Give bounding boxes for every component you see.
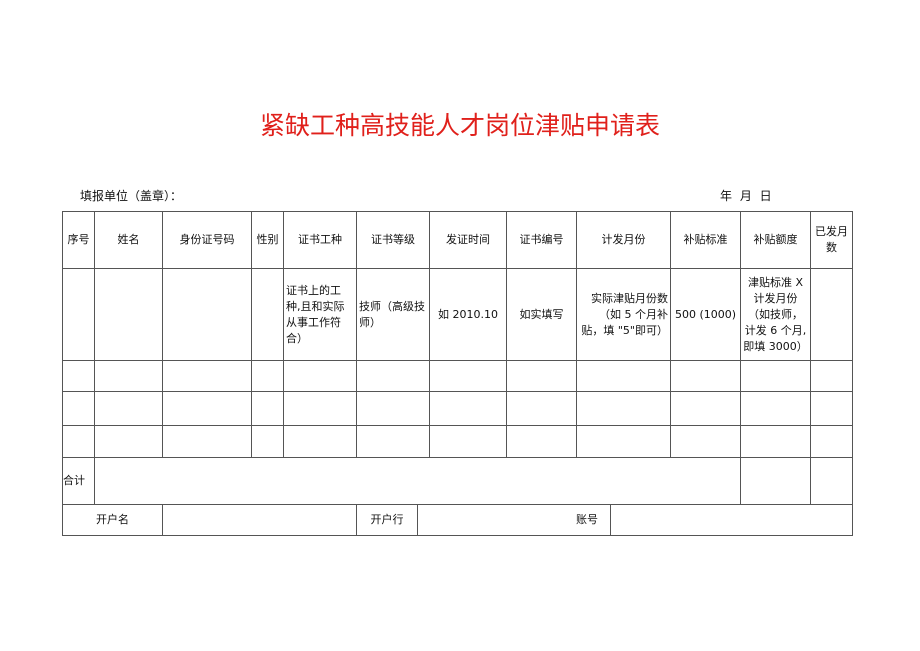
cell[interactable]	[62, 360, 95, 392]
table-row	[62, 425, 853, 458]
amount-hint: 津贴标准 X 计发月份（如技师，计发 6 个月,即填 3000）	[740, 268, 811, 361]
cert-no-hint: 如实填写	[506, 268, 577, 361]
cell[interactable]	[740, 360, 811, 392]
application-table: 序号 姓名 身份证号码 性别 证书工种 证书等级 发证时间 证书编号 计发月份 …	[62, 211, 853, 505]
header-cell: 性别	[251, 211, 284, 269]
cell[interactable]	[576, 360, 671, 392]
issue-date-hint: 如 2010.10	[429, 268, 507, 361]
cell[interactable]	[356, 360, 430, 392]
table-row	[62, 391, 853, 426]
cell[interactable]	[251, 268, 284, 361]
cell[interactable]	[283, 360, 357, 392]
total-row: 合计	[62, 457, 853, 505]
header-cell: 发证时间	[429, 211, 507, 269]
header-cell: 证书等级	[356, 211, 430, 269]
cell[interactable]	[162, 360, 252, 392]
form-title: 紧缺工种高技能人才岗位津贴申请表	[259, 111, 660, 140]
cell[interactable]	[740, 391, 811, 426]
header-cell: 姓名	[94, 211, 163, 269]
cert-level-hint: 技师（高级技师）	[356, 268, 430, 361]
cell[interactable]	[670, 425, 741, 458]
example-row: 证书上的工种,且和实际从事工作符合） 技师（高级技师） 如 2010.10 如实…	[62, 268, 853, 361]
cell[interactable]	[576, 391, 671, 426]
cell[interactable]	[506, 391, 577, 426]
cell[interactable]	[810, 268, 853, 361]
cell[interactable]	[251, 391, 284, 426]
bank-info-table: 开户名 开户行 账号	[62, 504, 853, 536]
cell[interactable]	[356, 425, 430, 458]
cell[interactable]	[429, 425, 507, 458]
total-cell[interactable]	[94, 457, 741, 505]
header-cell: 身份证号码	[162, 211, 252, 269]
months-hint: 实际津贴月份数（如 5 个月补贴，填 "5"即可）	[576, 268, 671, 361]
cell[interactable]	[162, 268, 252, 361]
cell[interactable]	[94, 391, 163, 426]
cell[interactable]	[429, 391, 507, 426]
cell[interactable]	[429, 360, 507, 392]
header-cell: 补贴标准	[670, 211, 741, 269]
cert-type-hint: 证书上的工种,且和实际从事工作符合）	[283, 268, 357, 361]
cell[interactable]	[356, 391, 430, 426]
cell[interactable]	[506, 360, 577, 392]
cell[interactable]	[283, 425, 357, 458]
standard-hint: 500 (1000)	[670, 268, 741, 361]
account-no-field[interactable]	[610, 504, 853, 536]
account-name-field[interactable]	[162, 504, 357, 536]
cell[interactable]	[62, 268, 95, 361]
cell[interactable]	[810, 391, 853, 426]
cell[interactable]	[810, 425, 853, 458]
reporting-unit-label: 填报单位（盖章）：	[80, 189, 183, 203]
cell[interactable]	[62, 425, 95, 458]
cell[interactable]	[810, 360, 853, 392]
cell[interactable]	[94, 360, 163, 392]
header-cell: 证书工种	[283, 211, 357, 269]
account-no-label: 账号	[417, 504, 611, 536]
total-months-cell[interactable]	[810, 457, 853, 505]
account-name-label: 开户名	[62, 504, 163, 536]
cell[interactable]	[283, 391, 357, 426]
cell[interactable]	[670, 391, 741, 426]
bank-label: 开户行	[356, 504, 418, 536]
cell[interactable]	[94, 268, 163, 361]
header-cell: 补贴额度	[740, 211, 811, 269]
total-amount-cell[interactable]	[740, 457, 811, 505]
cell[interactable]	[62, 391, 95, 426]
cell[interactable]	[251, 360, 284, 392]
header-cell: 序号	[62, 211, 95, 269]
date-label: 年 月 日	[720, 189, 774, 203]
table-row	[62, 360, 853, 392]
cell[interactable]	[576, 425, 671, 458]
cell[interactable]	[162, 425, 252, 458]
cell[interactable]	[251, 425, 284, 458]
cell[interactable]	[162, 391, 252, 426]
header-row: 序号 姓名 身份证号码 性别 证书工种 证书等级 发证时间 证书编号 计发月份 …	[62, 211, 853, 269]
cell[interactable]	[670, 360, 741, 392]
total-label: 合计	[62, 457, 95, 505]
header-cell: 证书编号	[506, 211, 577, 269]
header-cell: 已发月数	[810, 211, 853, 269]
header-cell: 计发月份	[576, 211, 671, 269]
cell[interactable]	[94, 425, 163, 458]
cell[interactable]	[506, 425, 577, 458]
cell[interactable]	[740, 425, 811, 458]
